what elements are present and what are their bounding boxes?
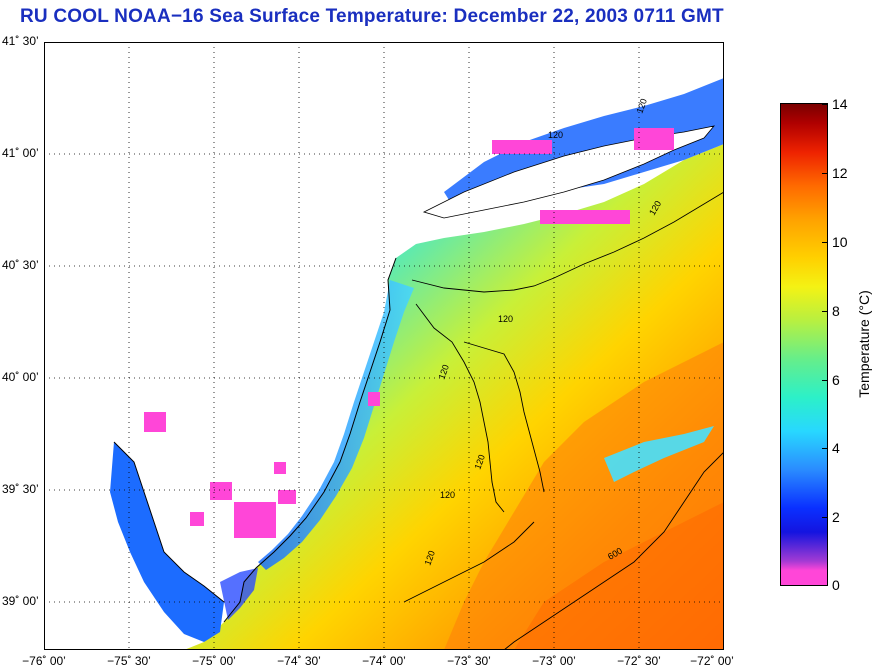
cape-may-waters <box>220 568 258 620</box>
warm-water <box>444 342 724 650</box>
contour-label-8: 120 <box>422 549 437 567</box>
temperature-colorbar <box>780 103 828 586</box>
lon-label-74-00: −74˚ 00’ <box>362 654 406 668</box>
colorbar-tick-0: 0 <box>832 577 840 593</box>
warm-core <box>514 502 724 650</box>
contour-labels: 120 120 120 120 120 120 120 120 600 <box>422 97 663 567</box>
contour-label-2: 120 <box>634 97 649 115</box>
lat-label-39-00: 39˚ 00’ <box>2 594 39 608</box>
delaware-coastline <box>113 441 225 603</box>
lon-label-73-30: −73˚ 30’ <box>447 654 491 668</box>
lon-label-76-00: −76˚ 00’ <box>22 654 66 668</box>
colorbar-tick-12: 12 <box>832 165 848 181</box>
map-title: RU COOL NOAA−16 Sea Surface Temperature:… <box>20 6 724 27</box>
lon-label-75-00: −75˚ 00’ <box>192 654 236 668</box>
lon-label-73-00: −73˚ 00’ <box>532 654 576 668</box>
sst-map: 120 120 120 120 120 120 120 120 600 <box>44 42 724 650</box>
lat-label-41-00: 41˚ 00’ <box>2 146 39 160</box>
lon-label-72-00: −72˚ 00’ <box>690 654 734 668</box>
lat-label-39-30: 39˚ 30’ <box>2 482 39 496</box>
bathymetry-contours <box>403 191 724 650</box>
colorbar-tick-2: 2 <box>832 509 840 525</box>
cloud-patches <box>144 128 674 538</box>
colorbar-tick-6: 6 <box>832 372 840 388</box>
contour-label-7: 120 <box>440 490 455 500</box>
contour-label-5: 120 <box>436 363 451 381</box>
grid-lines <box>44 42 724 650</box>
cold-filament <box>604 426 714 482</box>
colorbar-label: Temperature (°C) <box>856 290 872 398</box>
colorbar-tick-8: 8 <box>832 303 840 319</box>
contour-label-6: 120 <box>472 453 487 471</box>
nj-coastline <box>223 257 397 623</box>
colorbar-tick-10: 10 <box>832 234 848 250</box>
contour-label-4: 120 <box>498 314 513 324</box>
lat-label-40-00: 40˚ 00’ <box>2 370 39 384</box>
delaware-bay <box>110 442 224 642</box>
lon-label-75-30: −75˚ 30’ <box>107 654 151 668</box>
contour-label-1: 120 <box>548 130 563 140</box>
map-border <box>44 42 724 650</box>
lat-label-41-30: 41˚ 30’ <box>2 34 39 48</box>
lat-label-40-30: 40˚ 30’ <box>2 258 39 272</box>
colorbar-tick-14: 14 <box>832 96 848 112</box>
lon-label-74-30: −74˚ 30’ <box>277 654 321 668</box>
coastal-cold-band <box>258 280 414 570</box>
lon-label-72-30: −72˚ 30’ <box>617 654 661 668</box>
colorbar-tick-4: 4 <box>832 440 840 456</box>
